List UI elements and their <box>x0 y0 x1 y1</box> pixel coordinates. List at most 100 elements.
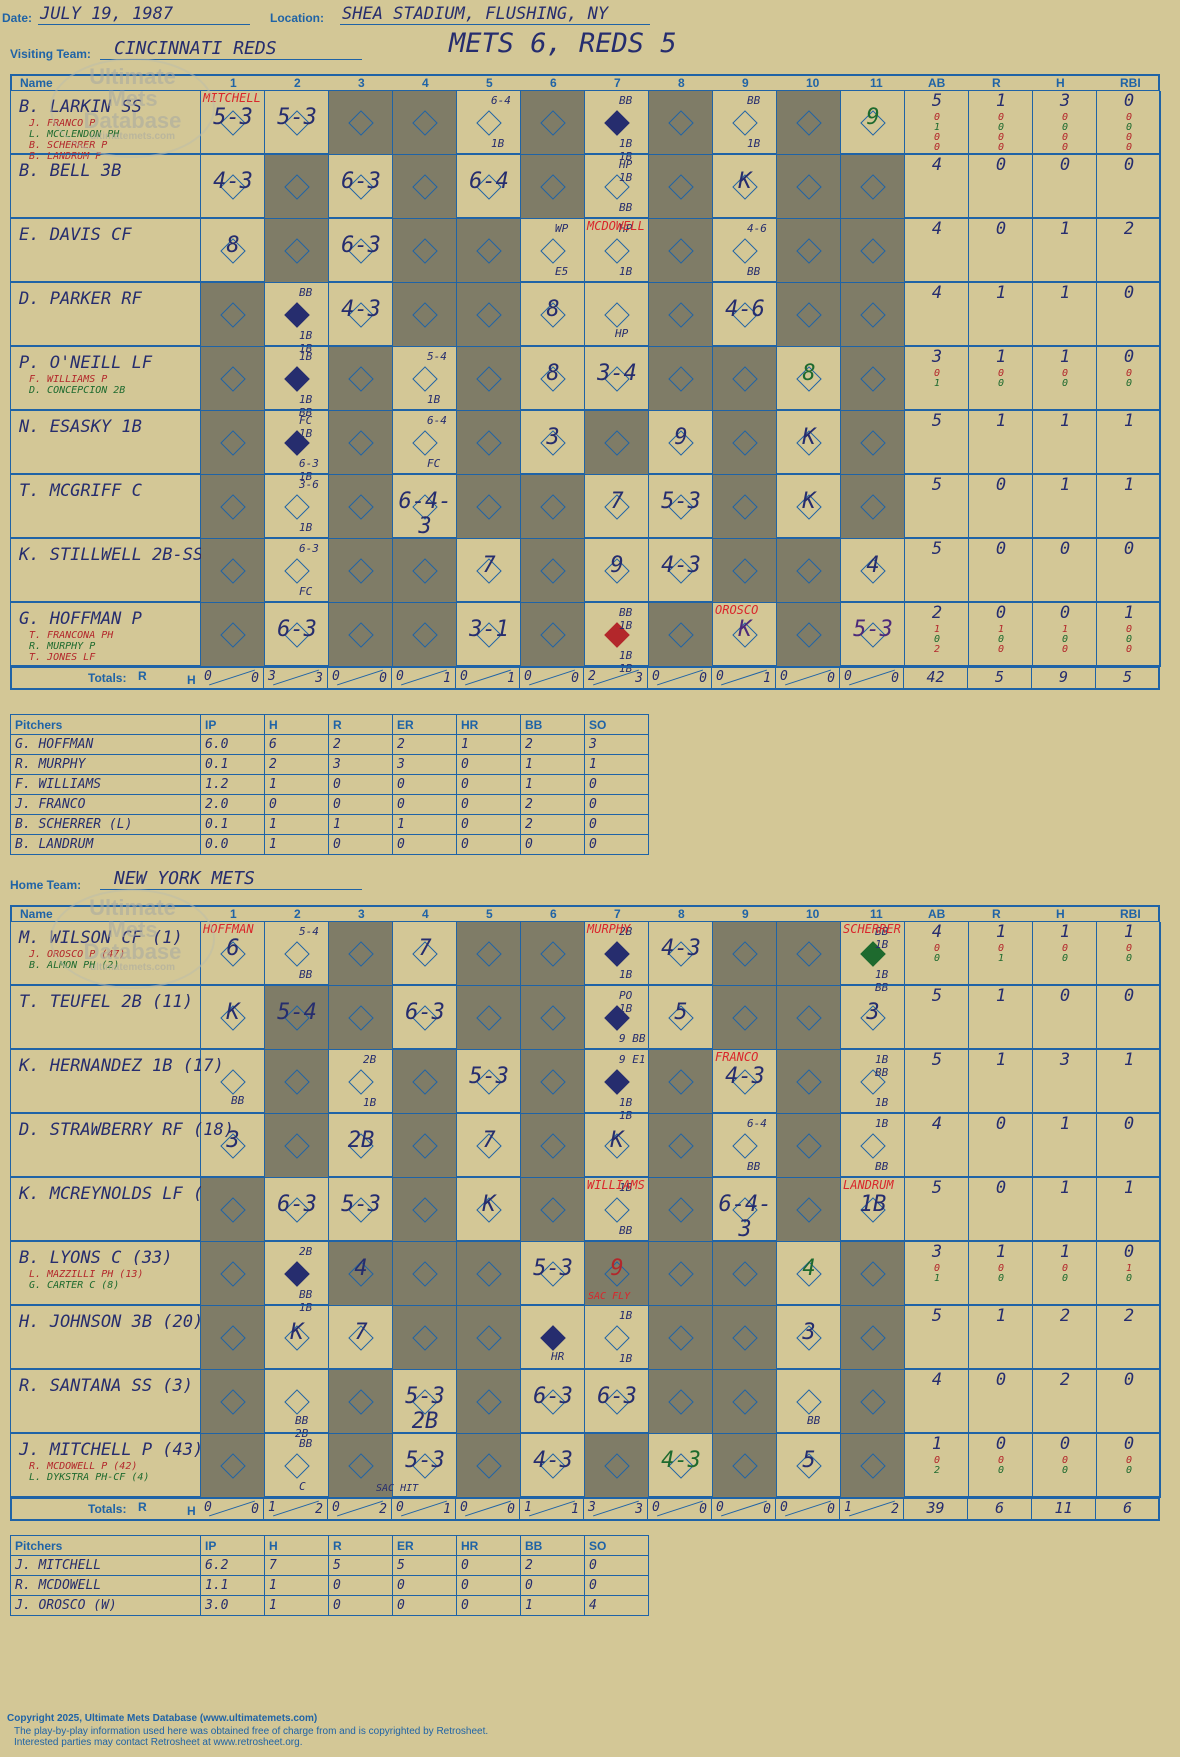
substitute-stat-value: 0 <box>997 943 1005 954</box>
substitute-stat-value: 2 <box>933 1465 941 1476</box>
inning-cell: 6-4 1B <box>457 91 521 155</box>
total-stat-ab: 42 <box>904 668 968 688</box>
inning-cell <box>393 219 457 283</box>
batter-name-cell: J. MITCHELL P (43) R. MCDOWELL P (42) L. D… <box>11 1434 203 1498</box>
inning-cell <box>521 155 585 219</box>
substitute-stat-value: 0 <box>1125 122 1133 133</box>
inning-cell <box>777 91 841 155</box>
play-result: K <box>482 1192 496 1217</box>
base-diamond <box>668 110 694 136</box>
inning-cell <box>329 539 393 603</box>
batter-row: B. LARKIN SS J. FRANCO P L. MCCLENDON PH B.… <box>10 90 1161 163</box>
pitcher-stat: 1 <box>520 1595 585 1616</box>
batter-name: D. PARKER RF <box>19 289 142 309</box>
inning-cell <box>713 986 777 1050</box>
base-diamond <box>476 1325 502 1351</box>
stat-cell-h: 1 <box>1033 1114 1097 1178</box>
base-diamond <box>348 941 374 967</box>
stat-cell-ab: 5 <box>905 539 969 603</box>
substitute-stat-value: 0 <box>1061 953 1069 964</box>
inning-header-10: 10 <box>806 907 820 921</box>
pitcher-stat: 6.0 <box>200 734 265 755</box>
stat-value: 1 <box>995 283 1007 303</box>
batter-row: B. LYONS C (33) L. MAZZILLI PH (13) G. CAR… <box>10 1241 1161 1314</box>
substitute-stat-value: 1 <box>933 1273 941 1284</box>
home-team-label: Home Team: <box>10 878 82 892</box>
inning-cell <box>201 347 265 411</box>
base-diamond <box>604 430 630 456</box>
batter-name: K. HERNANDEZ 1B (17) <box>19 1056 224 1076</box>
base-diamond <box>540 622 566 648</box>
watermark-text: Database <box>83 108 182 133</box>
stat-value: 3 <box>1059 91 1071 111</box>
play-result: 8 <box>546 361 560 386</box>
total-stat-r: 5 <box>968 668 1032 688</box>
inning-runs: 0 <box>844 669 852 684</box>
base-diamond <box>220 430 246 456</box>
inning-cell: 6-4 FC <box>393 411 457 475</box>
base-diamond <box>796 1005 822 1031</box>
inning-cell <box>521 986 585 1050</box>
batter-row: D. STRAWBERRY RF (18) 3 2B 7 K 6-4 BB 1B BB 4 0 1 0 <box>10 1113 1161 1178</box>
stat-value: 1 <box>1123 1178 1135 1198</box>
visitors-scorecard: Name 1 2 3 4 5 6 7 8 9 10 11 AB R H RBI B. LARKIN SS J. F… <box>10 58 1161 700</box>
inning-cell: 6-4 BB <box>713 1114 777 1178</box>
visiting-team-name: CINCINNATI REDS <box>114 38 277 59</box>
base-diamond <box>540 1069 566 1095</box>
total-stat-ab: 39 <box>904 1499 968 1519</box>
base-diamond <box>860 1389 886 1415</box>
inning-cell: K <box>713 155 777 219</box>
ultimate-mets-watermark: Ultimate Mets Database ultimatemets.com <box>50 889 215 989</box>
batter-name: T. MCGRIFF C <box>19 481 142 501</box>
inning-cell <box>393 1242 457 1306</box>
pitcher-stat: 5 <box>392 1555 457 1576</box>
totals-label: Totals: <box>88 671 127 685</box>
home-pitchers-header-er: ER <box>392 1535 457 1556</box>
inning-cell: 9 E1 1B 1B <box>585 1050 649 1122</box>
play-result: 9 <box>610 553 624 578</box>
substitute-stat-value: 1 <box>1125 1263 1133 1274</box>
stat-cell-rbi: 0 <box>1097 986 1161 1050</box>
batter-row: B. BELL 3B 4-3 6-3 6-4 HP 1B BB K 4 0 0 0 <box>10 154 1161 219</box>
watermark-url: ultimatemets.com <box>89 962 176 973</box>
play-result: 8 <box>226 233 240 258</box>
total-slash <box>721 669 767 686</box>
inning-hits: 0 <box>827 1502 835 1517</box>
batter-name-cell: K. STILLWELL 2B-SS <box>11 539 203 603</box>
substitute-stat-value: 0 <box>933 634 941 645</box>
base-diamond <box>604 110 630 136</box>
inning-cell: 3 <box>201 1114 265 1178</box>
inning-cell: K <box>201 986 265 1050</box>
stat-cell-rbi: 2 <box>1097 1306 1161 1370</box>
inning-cell: 5-3 <box>457 1050 521 1114</box>
inning-hits: 0 <box>251 1502 259 1517</box>
play-annotation: MURPHY <box>587 922 631 936</box>
inning-cell: 5-3 <box>329 1178 393 1242</box>
stat-cell-h: 0 <box>1033 539 1097 603</box>
batter-row: N. ESASKY 1B FC 1B 6-3 1B 6-4 FC 3 9 K 5 1 1 1 <box>10 410 1161 483</box>
inning-cell <box>393 91 457 155</box>
stat-cell-r: 0 <box>969 219 1033 283</box>
play-corner-top: BB 1B <box>619 606 633 632</box>
pitcher-name: F. WILLIAMS <box>10 774 201 795</box>
totals-r-label: R <box>138 669 147 683</box>
inning-header-1: 1 <box>230 907 237 921</box>
base-diamond <box>796 941 822 967</box>
base-diamond <box>860 430 886 456</box>
substitute-stat-value: 0 <box>997 132 1005 143</box>
inning-cell <box>457 1242 521 1306</box>
stat-cell-r: 1 <box>969 1050 1033 1114</box>
inning-hits: 2 <box>315 1502 323 1517</box>
stat-header-ab: AB <box>928 907 946 921</box>
inning-runs: 0 <box>204 1500 212 1515</box>
totals-h-label: H <box>187 1504 196 1518</box>
play-corner-top: FC 1B <box>299 414 313 440</box>
play-corner-bottom: 1B <box>491 137 505 150</box>
inning-hits: 0 <box>827 671 835 686</box>
base-diamond <box>732 1133 758 1159</box>
inning-cell <box>521 1114 585 1178</box>
